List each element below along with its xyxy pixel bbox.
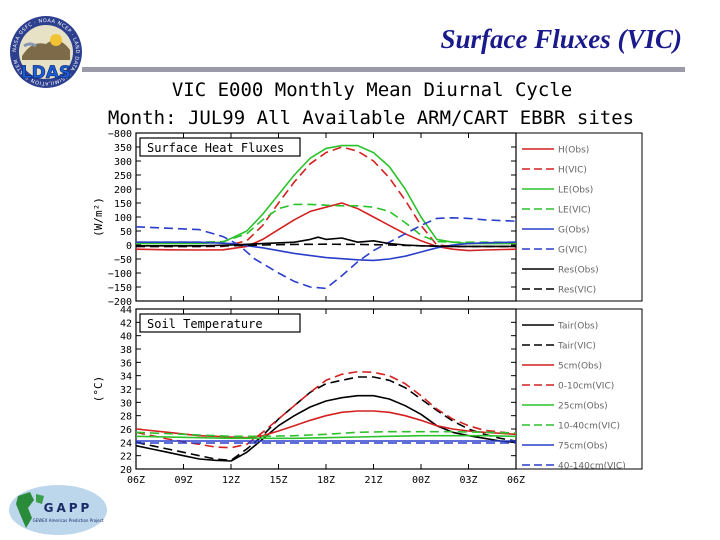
legend-label: G(Obs): [558, 226, 589, 236]
legend-label: H(VIC): [558, 166, 587, 176]
x-tick-label: 21Z: [364, 475, 382, 486]
legend-label: 25cm(Obs): [558, 402, 608, 412]
y-axis-label: (W/m²): [92, 197, 105, 237]
legend-label: 0-10cm(VIC): [558, 382, 614, 392]
slide-title: Surface Fluxes (VIC): [440, 24, 682, 54]
legend-label: H(Obs): [558, 146, 589, 156]
legend-label: Tair(Obs): [557, 322, 598, 332]
legend-label: 75cm(Obs): [558, 442, 608, 452]
title-divider: [82, 67, 685, 72]
gapp-logo-globe: [9, 485, 107, 535]
series-line-h-vic-: [136, 146, 516, 248]
x-tick-label: 00Z: [412, 475, 430, 486]
x-tick-label: 09Z: [174, 475, 192, 486]
gapp-logo-subtitle: GEWEX Americas Prediction Project: [33, 518, 104, 523]
legend-label: LE(VIC): [558, 206, 591, 216]
y-tick-label: 32: [120, 385, 132, 396]
panel-title: Surface Heat Fluxes: [147, 141, 284, 155]
y-tick-label: 100: [114, 213, 132, 224]
series-line-g-obs-: [136, 241, 517, 262]
legend-frame: [515, 132, 643, 302]
y-tick-label: 250: [114, 171, 132, 182]
x-tick-label: 12Z: [222, 475, 240, 486]
series-line-h-obs-: [135, 202, 517, 252]
series-line-le-obs-: [136, 144, 516, 245]
y-tick-label: 44: [120, 305, 132, 316]
ldas-logo: NASA GSFC · NOAA NCEP · LAND DATA ASSIMI…: [10, 16, 82, 88]
y-tick-label: −800: [108, 129, 132, 140]
ldas-logo-sun: [50, 34, 62, 46]
legend-frame: [515, 308, 643, 470]
plot-frame: [135, 132, 517, 302]
legend-label: Tair(VIC): [557, 342, 596, 352]
series-line-tair-vic-: [135, 376, 517, 462]
gapp-logo-text: GAPP: [44, 501, 93, 515]
panel-title: Soil Temperature: [147, 317, 263, 331]
y-tick-label: −50: [114, 255, 132, 266]
panel-title-box: [139, 313, 301, 333]
y-tick-label: 28: [120, 412, 132, 423]
plot-frame: [135, 308, 517, 470]
ldas-logo-cloud: [23, 42, 37, 48]
series-line-g-vic-: [135, 217, 517, 290]
series-line-res-vic-: [136, 243, 516, 248]
x-tick-label: 18Z: [317, 475, 335, 486]
y-tick-label: 22: [120, 452, 132, 463]
legend-label: 10-40cm(VIC): [558, 422, 620, 432]
series-line-0-10cm-vic-: [135, 370, 517, 449]
legend-label: 5cm(Obs): [558, 362, 602, 372]
series-line-10-40cm-vic-: [135, 430, 517, 438]
y-tick-label: 30: [120, 398, 132, 409]
diurnal-cycle-chart: VIC E000 Monthly Mean Diurnal Cycle Mont…: [92, 79, 643, 486]
series-line-le-vic-: [136, 203, 516, 243]
y-tick-label: 38: [120, 345, 132, 356]
x-tick-label: 15Z: [269, 475, 287, 486]
x-tick-label: 03Z: [459, 475, 477, 486]
gapp-logo: GAPP GEWEX Americas Prediction Project: [9, 485, 107, 535]
legend-label: G(VIC): [558, 246, 587, 256]
gapp-logo-landmass: [16, 492, 34, 528]
chart-title-line1: VIC E000 Monthly Mean Diurnal Cycle: [172, 79, 572, 101]
y-tick-label: 50: [120, 227, 132, 238]
ldas-logo-text: LDAS: [21, 63, 71, 83]
y-tick-label: −150: [108, 283, 132, 294]
y-tick-label: 36: [120, 358, 132, 369]
y-tick-label: 150: [114, 199, 132, 210]
y-tick-label: 20: [120, 465, 132, 476]
x-tick-label: 06Z: [127, 475, 145, 486]
y-tick-label: 200: [114, 185, 132, 196]
legend-label: Res(Obs): [558, 266, 599, 276]
y-axis-label: (°C): [92, 376, 105, 403]
series-line-tair-obs-: [135, 394, 517, 462]
panel-title-box: [139, 137, 301, 157]
series-line-25cm-obs-: [135, 434, 517, 440]
y-tick-label: 42: [120, 318, 132, 329]
y-tick-label: 26: [120, 425, 132, 436]
series-line-5cm-obs-: [135, 410, 517, 439]
gapp-logo-landmass: [36, 494, 44, 504]
legend-label: 40-140cm(VIC): [558, 462, 626, 472]
y-tick-label: 350: [114, 143, 132, 154]
y-tick-label: 0: [126, 241, 132, 252]
y-tick-label: 40: [120, 332, 132, 343]
y-tick-label: −100: [108, 269, 132, 280]
y-tick-label: −200: [108, 297, 132, 308]
chart-title-line2: Month: JUL99 All Available ARM/CART EBBR…: [108, 107, 634, 129]
y-tick-label: 34: [120, 372, 132, 383]
y-tick-label: 300: [114, 157, 132, 168]
y-tick-label: 24: [120, 438, 132, 449]
legend-label: LE(Obs): [558, 186, 593, 196]
x-tick-label: 06Z: [507, 475, 525, 486]
legend-label: Res(VIC): [558, 286, 596, 296]
